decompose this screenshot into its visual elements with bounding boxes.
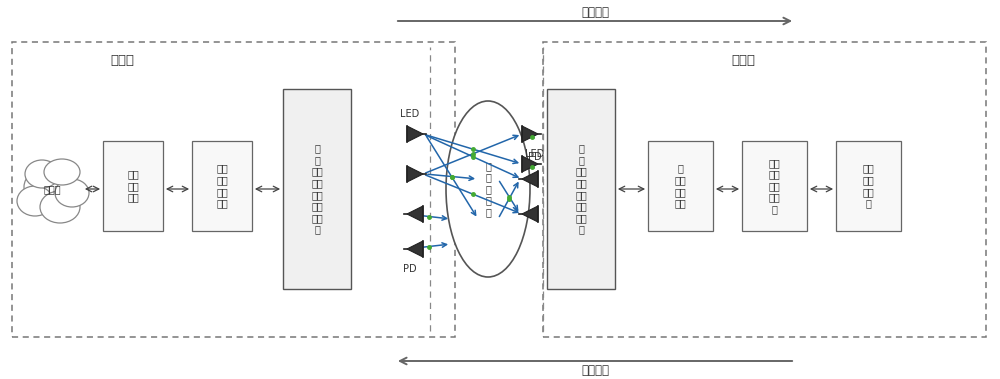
Bar	[103, 141, 163, 231]
Text: 电
信号
处理
模块: 电 信号 处理 模块	[674, 164, 686, 208]
Text: 前向链路: 前向链路	[581, 6, 609, 19]
Text: 反向链路: 反向链路	[581, 363, 609, 376]
Ellipse shape	[55, 179, 89, 207]
Bar	[543, 42, 986, 337]
Text: 第
二
可见
光通
信收
发一
体模
块: 第 二 可见 光通 信收 发一 体模 块	[575, 143, 587, 235]
Polygon shape	[522, 206, 538, 222]
Text: PD: PD	[403, 264, 417, 274]
Bar	[547, 89, 615, 289]
Bar	[283, 89, 351, 289]
Ellipse shape	[25, 160, 59, 188]
Polygon shape	[407, 166, 423, 182]
Bar	[836, 141, 901, 231]
Text: 云端
服务
器模
块: 云端 服务 器模 块	[862, 164, 874, 208]
Text: LED: LED	[400, 109, 420, 119]
Polygon shape	[522, 126, 538, 142]
Ellipse shape	[44, 159, 80, 185]
Bar	[192, 141, 252, 231]
Text: LED: LED	[525, 149, 545, 159]
Bar	[12, 42, 455, 337]
Ellipse shape	[446, 101, 530, 277]
Text: PD: PD	[528, 152, 542, 162]
Ellipse shape	[24, 167, 76, 207]
Text: 本地
处理
和显
示模
块: 本地 处理 和显 示模 块	[768, 158, 780, 214]
Text: 发送端: 发送端	[110, 53, 134, 66]
Polygon shape	[407, 206, 423, 222]
Text: 可
见
光
信
道: 可 见 光 信 道	[485, 161, 491, 217]
Polygon shape	[522, 156, 538, 172]
Polygon shape	[522, 171, 538, 187]
Text: 网络
信号
处理
模块: 网络 信号 处理 模块	[216, 164, 228, 208]
Text: 第
一
可见
光通
信收
发一
体模
块: 第 一 可见 光通 信收 发一 体模 块	[311, 143, 323, 235]
Text: 互联网: 互联网	[43, 184, 61, 194]
Polygon shape	[407, 126, 423, 142]
Ellipse shape	[17, 186, 53, 216]
Polygon shape	[407, 241, 423, 257]
Bar	[742, 141, 807, 231]
Text: 网络
接入
模块: 网络 接入 模块	[127, 169, 139, 203]
Text: 接收端: 接收端	[731, 53, 755, 66]
Bar	[648, 141, 713, 231]
Ellipse shape	[40, 191, 80, 223]
